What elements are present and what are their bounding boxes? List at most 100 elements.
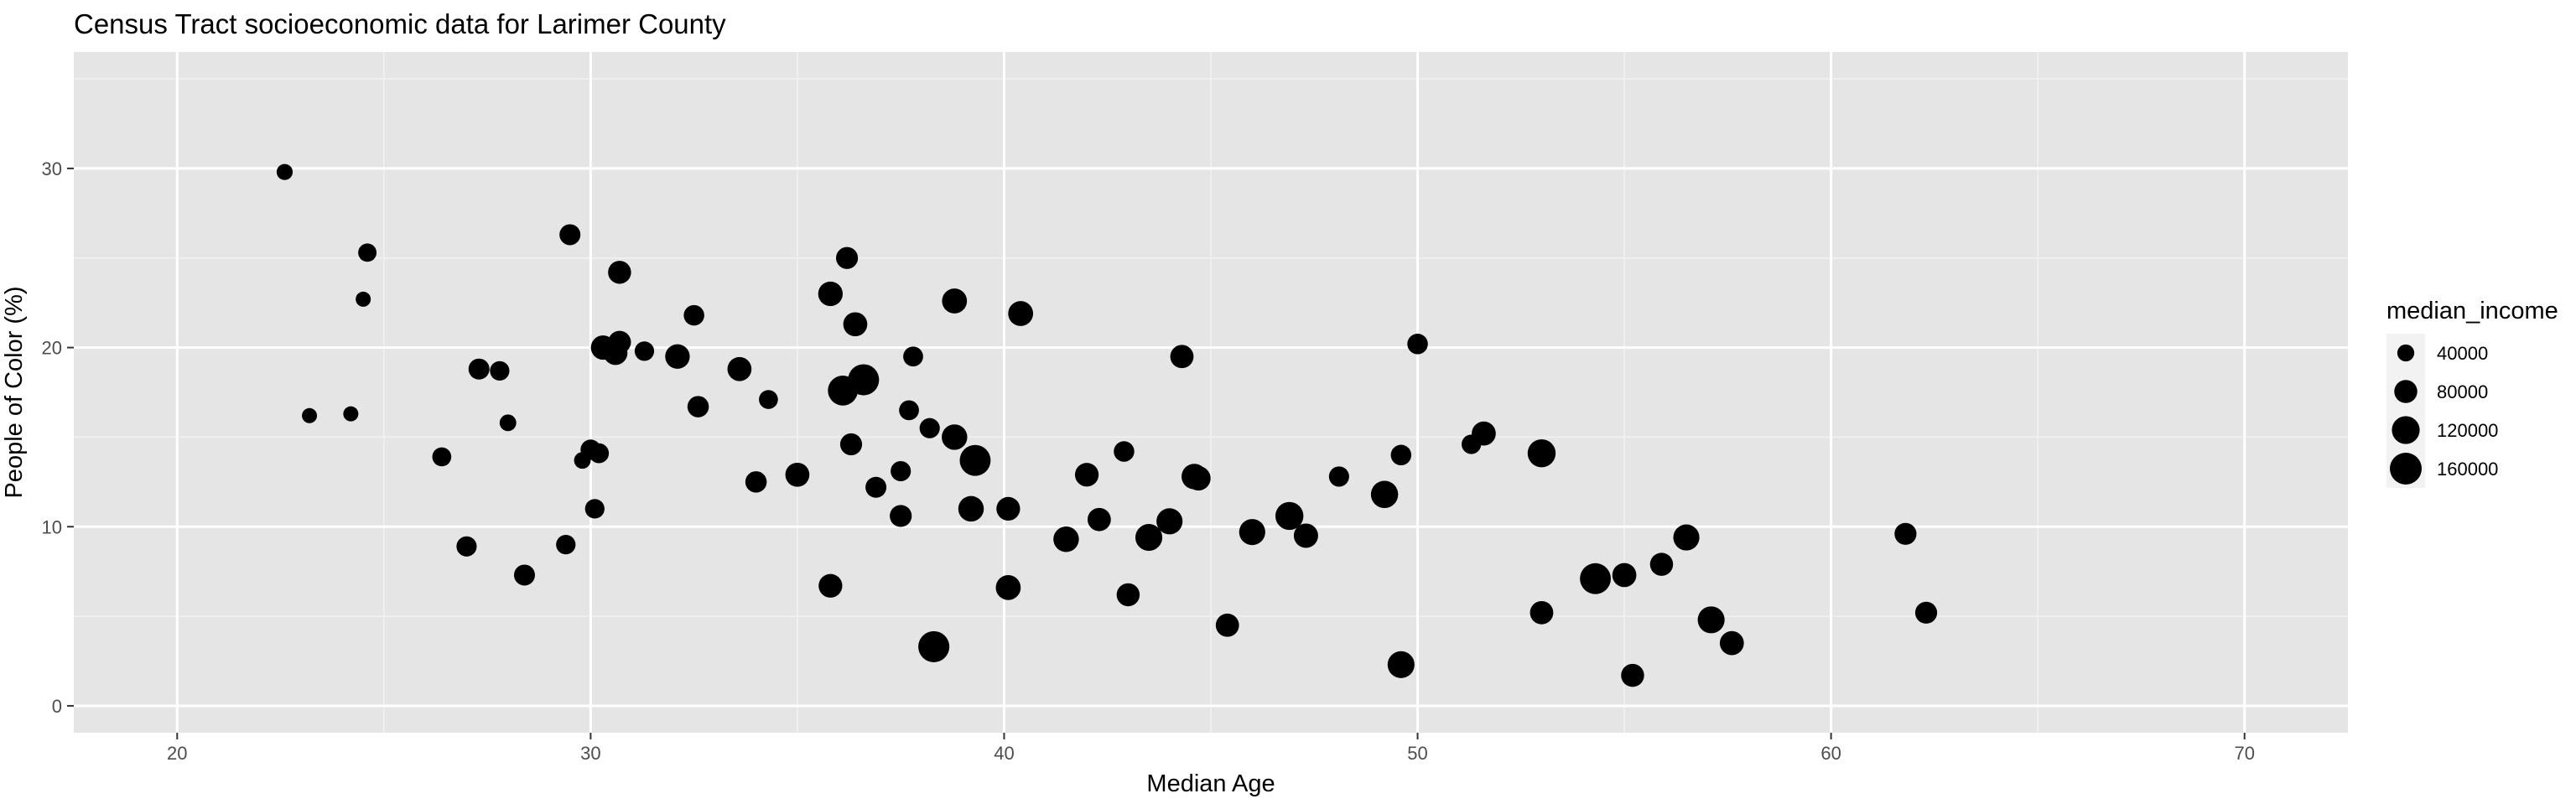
- data-point: [958, 495, 984, 522]
- data-point: [683, 304, 704, 326]
- legend-label: 120000: [2437, 420, 2498, 441]
- data-point: [1215, 613, 1239, 637]
- data-point: [759, 390, 778, 409]
- data-point: [1894, 522, 1917, 545]
- data-point: [1580, 563, 1611, 594]
- data-point: [1008, 301, 1034, 326]
- data-point: [1697, 606, 1725, 634]
- size-legend: median_income 40000 80000 120000 160000: [2386, 298, 2558, 488]
- y-tick-label: 30: [42, 158, 62, 179]
- data-point: [865, 476, 887, 498]
- data-point: [456, 536, 477, 557]
- data-point: [1135, 524, 1163, 552]
- data-point: [276, 163, 293, 180]
- data-point: [818, 281, 844, 307]
- data-point: [1914, 601, 1938, 624]
- chart-title: Census Tract socioeconomic data for Lari…: [74, 8, 726, 39]
- data-point: [1719, 630, 1744, 656]
- data-point: [490, 360, 510, 381]
- data-point: [559, 224, 581, 246]
- data-point: [1239, 519, 1265, 546]
- data-point: [919, 417, 940, 438]
- data-point: [1673, 524, 1700, 551]
- data-point: [343, 406, 359, 422]
- data-point: [996, 496, 1021, 521]
- data-point: [942, 424, 968, 450]
- data-point: [499, 414, 517, 432]
- y-tick-label: 10: [42, 516, 62, 537]
- data-point: [1621, 663, 1644, 687]
- data-point: [302, 407, 318, 423]
- data-point: [1156, 508, 1183, 535]
- data-point: [1087, 507, 1111, 532]
- y-axis-title: People of Color (%): [1, 286, 28, 498]
- data-point: [745, 471, 767, 493]
- data-point: [1387, 651, 1415, 678]
- data-point: [1612, 563, 1637, 588]
- data-point: [589, 443, 610, 464]
- data-point: [1527, 438, 1556, 468]
- y-tick-label: 0: [52, 696, 62, 717]
- x-axis-title: Median Age: [1146, 770, 1275, 797]
- data-point: [959, 444, 991, 476]
- data-point: [1186, 466, 1211, 491]
- data-point: [1328, 466, 1349, 487]
- x-tick-label: 40: [994, 743, 1014, 764]
- legend-label: 40000: [2437, 343, 2488, 364]
- data-point: [839, 433, 863, 456]
- data-point: [356, 291, 371, 307]
- data-point: [1390, 444, 1412, 466]
- data-point: [1530, 600, 1554, 625]
- data-point: [785, 462, 810, 487]
- data-point: [727, 356, 752, 381]
- data-point: [1053, 526, 1079, 552]
- legend-label: 80000: [2437, 381, 2488, 402]
- data-point: [584, 499, 605, 519]
- data-point: [1114, 441, 1135, 462]
- data-point: [665, 344, 690, 369]
- data-point: [818, 573, 843, 598]
- x-tick-label: 30: [580, 743, 600, 764]
- data-point: [1275, 501, 1304, 531]
- x-tick-label: 70: [2234, 743, 2254, 764]
- data-point: [608, 261, 631, 284]
- data-point: [918, 630, 950, 662]
- data-point: [942, 288, 968, 314]
- data-point: [608, 330, 631, 354]
- legend-symbol: [2397, 344, 2415, 362]
- x-tick-label: 60: [1820, 743, 1841, 764]
- data-point: [903, 346, 923, 367]
- data-point: [1293, 523, 1318, 548]
- data-point: [1649, 552, 1674, 576]
- data-point: [513, 564, 535, 586]
- data-point: [891, 460, 911, 482]
- y-tick-label: 20: [42, 338, 62, 359]
- legend-label: 160000: [2437, 459, 2498, 480]
- axes: 20 30 40 50 60 70 0 10 20 30: [42, 158, 2255, 764]
- data-point: [1116, 583, 1140, 607]
- legend-symbol: [2394, 380, 2418, 403]
- data-point: [634, 341, 655, 361]
- data-point: [1074, 463, 1099, 487]
- legend-symbol: [2390, 453, 2422, 485]
- data-points: [276, 163, 1938, 687]
- data-point: [556, 535, 576, 555]
- data-point: [1472, 421, 1496, 446]
- data-point: [432, 447, 452, 467]
- data-point: [468, 358, 490, 380]
- data-point: [843, 312, 868, 337]
- data-point: [899, 400, 919, 421]
- gridlines: [74, 52, 2348, 733]
- data-point: [848, 364, 880, 396]
- x-tick-label: 50: [1407, 743, 1427, 764]
- x-tick-label: 20: [167, 743, 187, 764]
- legend-title: median_income: [2386, 298, 2558, 324]
- data-point: [1170, 345, 1194, 369]
- legend-symbol: [2392, 416, 2420, 444]
- data-point: [687, 396, 709, 417]
- data-point: [995, 575, 1021, 600]
- data-point: [890, 505, 912, 527]
- data-point: [1370, 480, 1399, 509]
